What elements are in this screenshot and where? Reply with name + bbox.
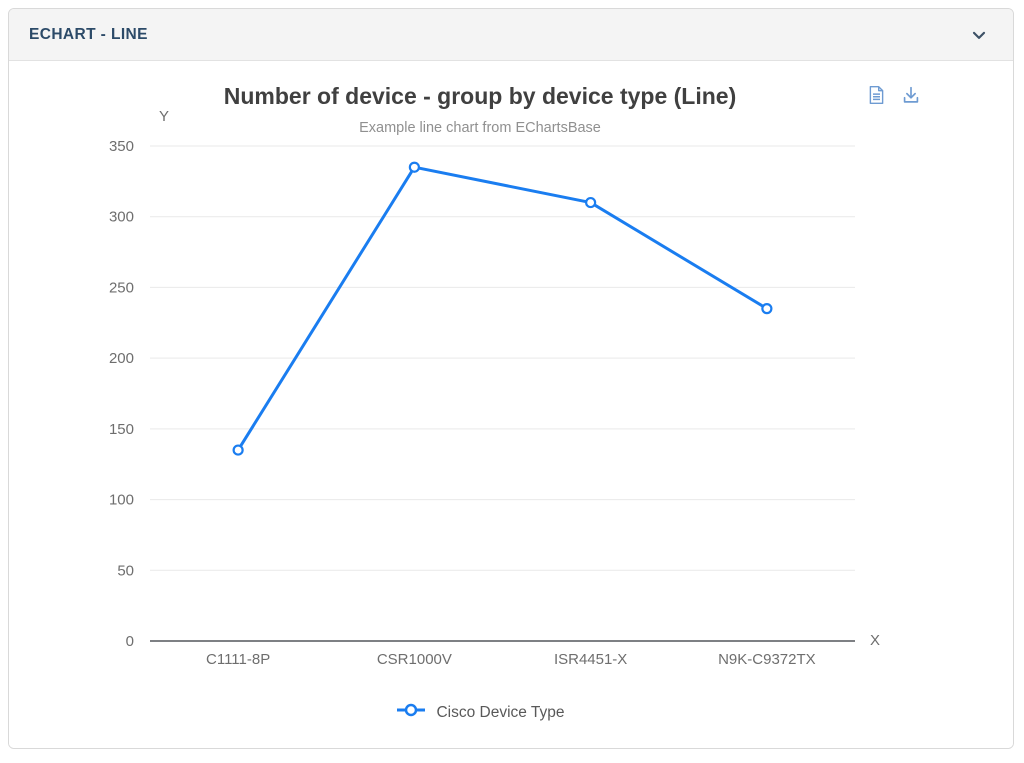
y-tick-label: 50 [117, 562, 134, 579]
series-line [236, 165, 769, 452]
legend-label: Cisco Device Type [436, 703, 565, 721]
y-tick-label: 200 [109, 350, 134, 367]
chart-toolbox [866, 83, 922, 112]
panel-body: Number of device - group by device type … [9, 61, 1013, 748]
legend-cisco-device-type[interactable]: Cisco Device Type [9, 702, 951, 723]
y-tick-label: 0 [126, 633, 134, 650]
data-point-marker [761, 303, 773, 315]
x-category-label: N9K-C9372TX [718, 651, 816, 668]
x-category-label: CSR1000V [377, 651, 452, 668]
panel-header[interactable]: ECHART - LINE [9, 9, 1013, 61]
y-tick-label: 100 [109, 492, 134, 509]
chart-title: Number of device - group by device type … [223, 83, 737, 109]
x-category-label: ISR4451-X [554, 651, 627, 668]
y-axis-name: Y [159, 108, 170, 125]
x-axis-name: X [870, 632, 881, 649]
chevron-down-icon[interactable] [969, 25, 989, 45]
y-tick-label: 150 [109, 421, 134, 438]
data-point-marker [585, 196, 597, 209]
data-view-icon[interactable] [866, 83, 887, 112]
panel-title: ECHART - LINE [29, 25, 148, 43]
y-tick-label: 250 [109, 279, 134, 296]
y-tick-label: 300 [109, 209, 134, 226]
plot-area: 0 50 100 150 200 250 300 350 C1111-8P CSR1000V ISR… [109, 138, 855, 668]
legend-line-marker-icon [395, 702, 427, 723]
data-point-marker [408, 161, 420, 173]
data-point-marker [232, 444, 244, 456]
x-category-label: C1111-8P [206, 651, 270, 668]
echart-line-panel: ECHART - LINE Number of device - group b… [8, 8, 1014, 749]
line-chart: Number of device - group by device type … [9, 61, 1013, 748]
chart-subtitle: Example line chart from EChartsBase [359, 120, 601, 136]
y-tick-label: 350 [109, 138, 134, 155]
save-as-image-icon[interactable] [900, 83, 922, 112]
